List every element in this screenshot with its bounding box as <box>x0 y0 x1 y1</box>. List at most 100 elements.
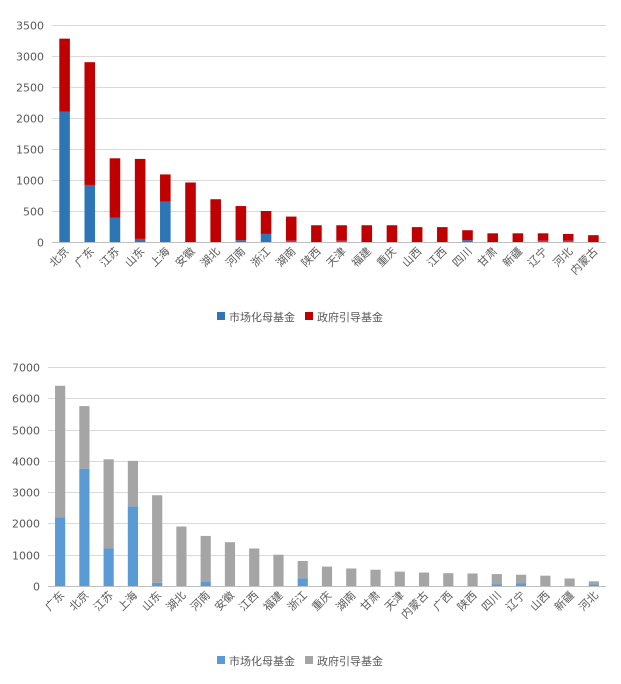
chart2-x-tick-label: 安徽 <box>212 588 237 613</box>
chart1-bar-market <box>134 238 146 242</box>
chart-2: 01000200030004000500060007000广东 北京 江苏 上海 山东湖… <box>12 362 606 668</box>
chart2-bar-gov <box>152 495 163 583</box>
chart1-bar-gov <box>210 199 221 242</box>
chart1-legend-label: 市场化母基金 <box>229 310 295 324</box>
chart1-bar-gov <box>361 225 373 242</box>
chart1-legend-swatch <box>217 312 225 320</box>
chart1-x-tick-label: 甘肃 <box>475 245 500 270</box>
chart2-bar-market <box>200 581 211 586</box>
chart1-x-tick-label: 浙江 <box>248 245 273 270</box>
chart1-y-tick-label: 2500 <box>16 82 44 95</box>
chart2-x-tick-label: 河北 <box>576 589 601 614</box>
chart2-bar-gov <box>127 460 139 507</box>
chart1-bar-market <box>260 233 272 242</box>
chart2-legend-label: 市场化母基金 <box>229 654 295 668</box>
chart1-bar-gov <box>562 233 574 241</box>
chart1-bar-market <box>84 184 96 242</box>
chart1-x-tick-label: 新疆 <box>500 244 525 269</box>
chart2-x-tick-label: 陕西 <box>454 588 479 613</box>
chart2-bar-market <box>127 506 139 586</box>
chart1-legend-swatch <box>305 312 313 320</box>
chart1-bar-market <box>562 240 574 242</box>
chart1-bar-gov <box>386 225 398 242</box>
chart2-bar-market <box>588 584 599 586</box>
chart2-x-tick-label: 甘肃 <box>358 589 383 614</box>
chart1-y-tick-label: 3000 <box>16 51 44 64</box>
chart1-x-tick-label: 辽宁 <box>525 244 550 269</box>
chart2-legend-swatch <box>305 656 313 664</box>
chart1-x-tick-label: 北京 <box>46 244 71 269</box>
chart1-bar-gov <box>437 227 448 242</box>
chart1-bar-market <box>109 217 121 242</box>
chart2-bar-gov <box>515 574 527 584</box>
chart2-bar-market <box>515 583 527 586</box>
chart2-x-tick-label: 广东 <box>43 589 68 614</box>
chart1-bar-gov <box>59 38 70 112</box>
chart1-bar-gov <box>185 182 196 242</box>
chart2-x-tick-label: 四川 <box>479 589 504 614</box>
chart1-x-tick-label: 江西 <box>425 245 450 270</box>
chart1-bar-market <box>235 240 247 242</box>
chart2-x-tick-label: 北京 <box>66 588 91 613</box>
chart2-bar-gov <box>103 459 114 549</box>
chart2-bar-gov <box>321 566 333 586</box>
chart1-legend-label: 政府引导基金 <box>317 310 383 324</box>
chart1-x-tick-label: 山西 <box>400 245 425 270</box>
chart1-bar-gov <box>109 158 121 218</box>
chart2-bar-gov <box>297 560 308 579</box>
chart1-y-tick-label: 1000 <box>16 175 44 188</box>
chart2-x-tick-label: 湖南 <box>334 589 359 614</box>
chart2-x-tick-label: 湖北 <box>164 589 189 614</box>
chart2-bar-market <box>297 578 308 586</box>
chart2-bar-gov <box>394 571 405 586</box>
chart1-x-tick-label: 山东 <box>123 245 148 270</box>
chart1-y-tick-label: 0 <box>37 237 44 250</box>
chart1-bar-gov <box>588 235 599 242</box>
chart2-x-tick-label: 内蒙古 <box>398 588 431 621</box>
chart2-bar-market <box>491 584 502 586</box>
chart1-bar-gov <box>336 225 347 241</box>
chart1-y-tick-label: 3500 <box>16 20 44 33</box>
chart2-bar-gov <box>346 568 357 586</box>
chart1-bar-gov <box>160 174 171 202</box>
chart2-bar-gov <box>224 542 236 586</box>
chart1-x-tick-label: 陕西 <box>298 244 323 269</box>
chart2-bar-gov <box>273 554 284 586</box>
chart1-x-tick-label: 江苏 <box>97 245 122 270</box>
chart1-bar-market <box>285 240 297 242</box>
chart2-legend-swatch <box>217 656 225 664</box>
chart2-y-tick-label: 4000 <box>12 456 40 469</box>
chart2-bar-gov <box>200 535 211 582</box>
chart1-bar-gov <box>411 227 423 242</box>
chart2-bar-gov <box>540 575 551 586</box>
chart1-x-tick-label: 河南 <box>223 245 248 270</box>
chart2-bar-gov <box>79 406 90 469</box>
chart1-bar-gov <box>260 211 272 234</box>
chart2-bar-market <box>55 517 66 586</box>
chart1-bar-gov <box>285 216 297 241</box>
chart2-x-tick-label: 山东 <box>140 589 165 614</box>
chart2-y-tick-label: 5000 <box>12 425 40 438</box>
chart2-y-tick-label: 1000 <box>12 550 40 563</box>
chart2-x-tick-label: 江苏 <box>91 589 116 614</box>
chart2-x-tick-label: 上海 <box>115 588 140 613</box>
chart1-x-tick-label: 内蒙古 <box>567 244 600 277</box>
chart2-legend-label: 政府引导基金 <box>317 654 383 668</box>
chart1-bar-market <box>336 240 347 242</box>
chart2-bar-gov <box>564 578 575 586</box>
chart1-bar-gov <box>235 206 247 241</box>
chart1-bar-market <box>59 111 70 242</box>
chart2-y-tick-label: 0 <box>33 581 40 594</box>
chart1-bar-market <box>462 240 473 242</box>
chart2-bar-gov <box>418 572 430 586</box>
chart2-x-tick-label: 浙江 <box>285 589 310 614</box>
chart2-x-tick-label: 河南 <box>188 589 213 614</box>
chart2-bar-gov <box>55 385 66 518</box>
chart1-x-tick-label: 广东 <box>72 245 97 270</box>
chart1-y-tick-label: 500 <box>23 206 44 219</box>
chart2-x-tick-label: 重庆 <box>309 588 334 613</box>
chart1-x-tick-label: 湖南 <box>274 245 299 270</box>
chart2-x-tick-label: 广西 <box>431 589 456 614</box>
chart1-x-tick-label: 天津 <box>324 245 349 270</box>
chart-1: 0 500 1000 1500 2000 2500 3000 3500 北京 广东 江苏 山东 上海 安徽… <box>16 20 606 324</box>
